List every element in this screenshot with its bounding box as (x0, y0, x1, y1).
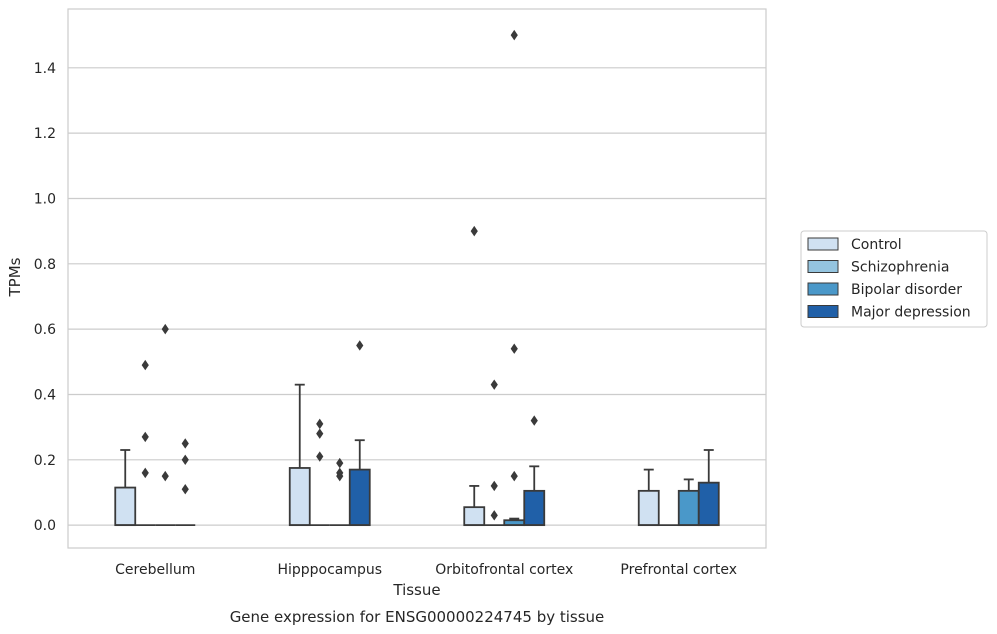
y-tick-label: 0.0 (34, 518, 56, 534)
outlier-point (510, 29, 518, 41)
outlier-point (316, 418, 324, 430)
box-2-0 (155, 323, 176, 527)
y-tick-label: 0.6 (34, 322, 56, 338)
box-body (114, 486, 137, 527)
legend-frame (800, 230, 988, 328)
legend-label: Bipolar disorder (851, 282, 962, 298)
box-2-3 (677, 478, 700, 527)
box-0-2 (463, 225, 486, 527)
box-3-0 (175, 438, 196, 527)
y-tick-label: 0.8 (34, 257, 56, 273)
outlier-point (141, 467, 149, 479)
legend-label: Major depression (851, 305, 971, 321)
box-0-0 (114, 449, 137, 527)
y-tick-label: 0.4 (34, 387, 56, 403)
plot-frame (67, 8, 767, 549)
outlier-point (510, 343, 518, 354)
box-3-3 (697, 449, 720, 527)
box-body (288, 467, 311, 527)
legend-swatch (807, 237, 839, 251)
y-axis-title: TPMs (6, 257, 24, 297)
legend-swatch (807, 260, 839, 273)
outlier-point (181, 438, 189, 449)
y-axis-ticks: 0.0 0.2 0.4 0.6 0.8 1.0 1.2 1.4 (34, 61, 56, 534)
outlier-point (181, 454, 189, 465)
box-body (463, 506, 486, 527)
x-tick-label: Hipppocampus (277, 562, 382, 578)
x-axis-title: Tissue (392, 581, 440, 599)
box-body (637, 489, 660, 527)
legend-entry: Schizophrenia (807, 260, 949, 276)
box-1-2 (484, 379, 505, 527)
outlier-point (510, 470, 518, 482)
outlier-point (336, 467, 344, 479)
outlier-point (141, 359, 149, 371)
box-body (677, 489, 700, 527)
legend: Control Schizophrenia Bipolar disorder Majo… (800, 230, 988, 328)
outlier-point (490, 510, 498, 521)
outlier-point (356, 340, 364, 351)
outlier-point (316, 428, 324, 439)
box-0-3 (637, 468, 660, 527)
legend-entry: Control (807, 237, 902, 253)
outlier-point (161, 470, 169, 482)
y-tick-label: 1.2 (34, 126, 56, 142)
outlier-point (181, 484, 189, 495)
outlier-point (316, 451, 324, 462)
legend-label: Control (851, 237, 902, 253)
legend-entry: Bipolar disorder (807, 282, 962, 298)
chart-caption: Gene expression for ENSG00000224745 by t… (230, 608, 605, 626)
x-tick-label: Prefrontal cortex (620, 562, 737, 578)
grid-lines (68, 67, 766, 526)
legend-entry: Major depression (807, 305, 971, 321)
box-2-1 (329, 457, 350, 527)
box-body (697, 481, 720, 527)
box-plot-series (114, 29, 720, 527)
outlier-point (490, 379, 498, 390)
box-3-2 (523, 415, 546, 527)
legend-swatch (807, 282, 839, 296)
x-tick-label: Orbitofrontal cortex (435, 562, 573, 578)
x-tick-label: Cerebellum (115, 562, 195, 578)
legend-items: Control Schizophrenia Bipolar disorder Majo… (807, 237, 971, 321)
y-tick-label: 1.4 (34, 61, 56, 77)
y-tick-label: 0.2 (34, 453, 56, 469)
box-body (523, 489, 546, 527)
outlier-point (336, 457, 344, 469)
y-tick-label: 1.0 (34, 191, 56, 207)
outlier-point (470, 225, 478, 237)
outlier-point (141, 431, 149, 443)
outlier-point (490, 480, 498, 492)
box-1-1 (309, 418, 330, 527)
box-0-1 (288, 383, 311, 527)
outlier-point (161, 323, 169, 335)
box-1-0 (135, 359, 156, 527)
legend-swatch (807, 305, 839, 318)
box-2-2 (503, 29, 526, 527)
legend-label: Schizophrenia (851, 260, 949, 276)
x-axis-ticks: Cerebellum Hipppocampus Orbitofrontal cort… (115, 562, 737, 578)
box-3-1 (348, 340, 371, 527)
box-body (348, 468, 371, 527)
outlier-point (530, 415, 538, 426)
